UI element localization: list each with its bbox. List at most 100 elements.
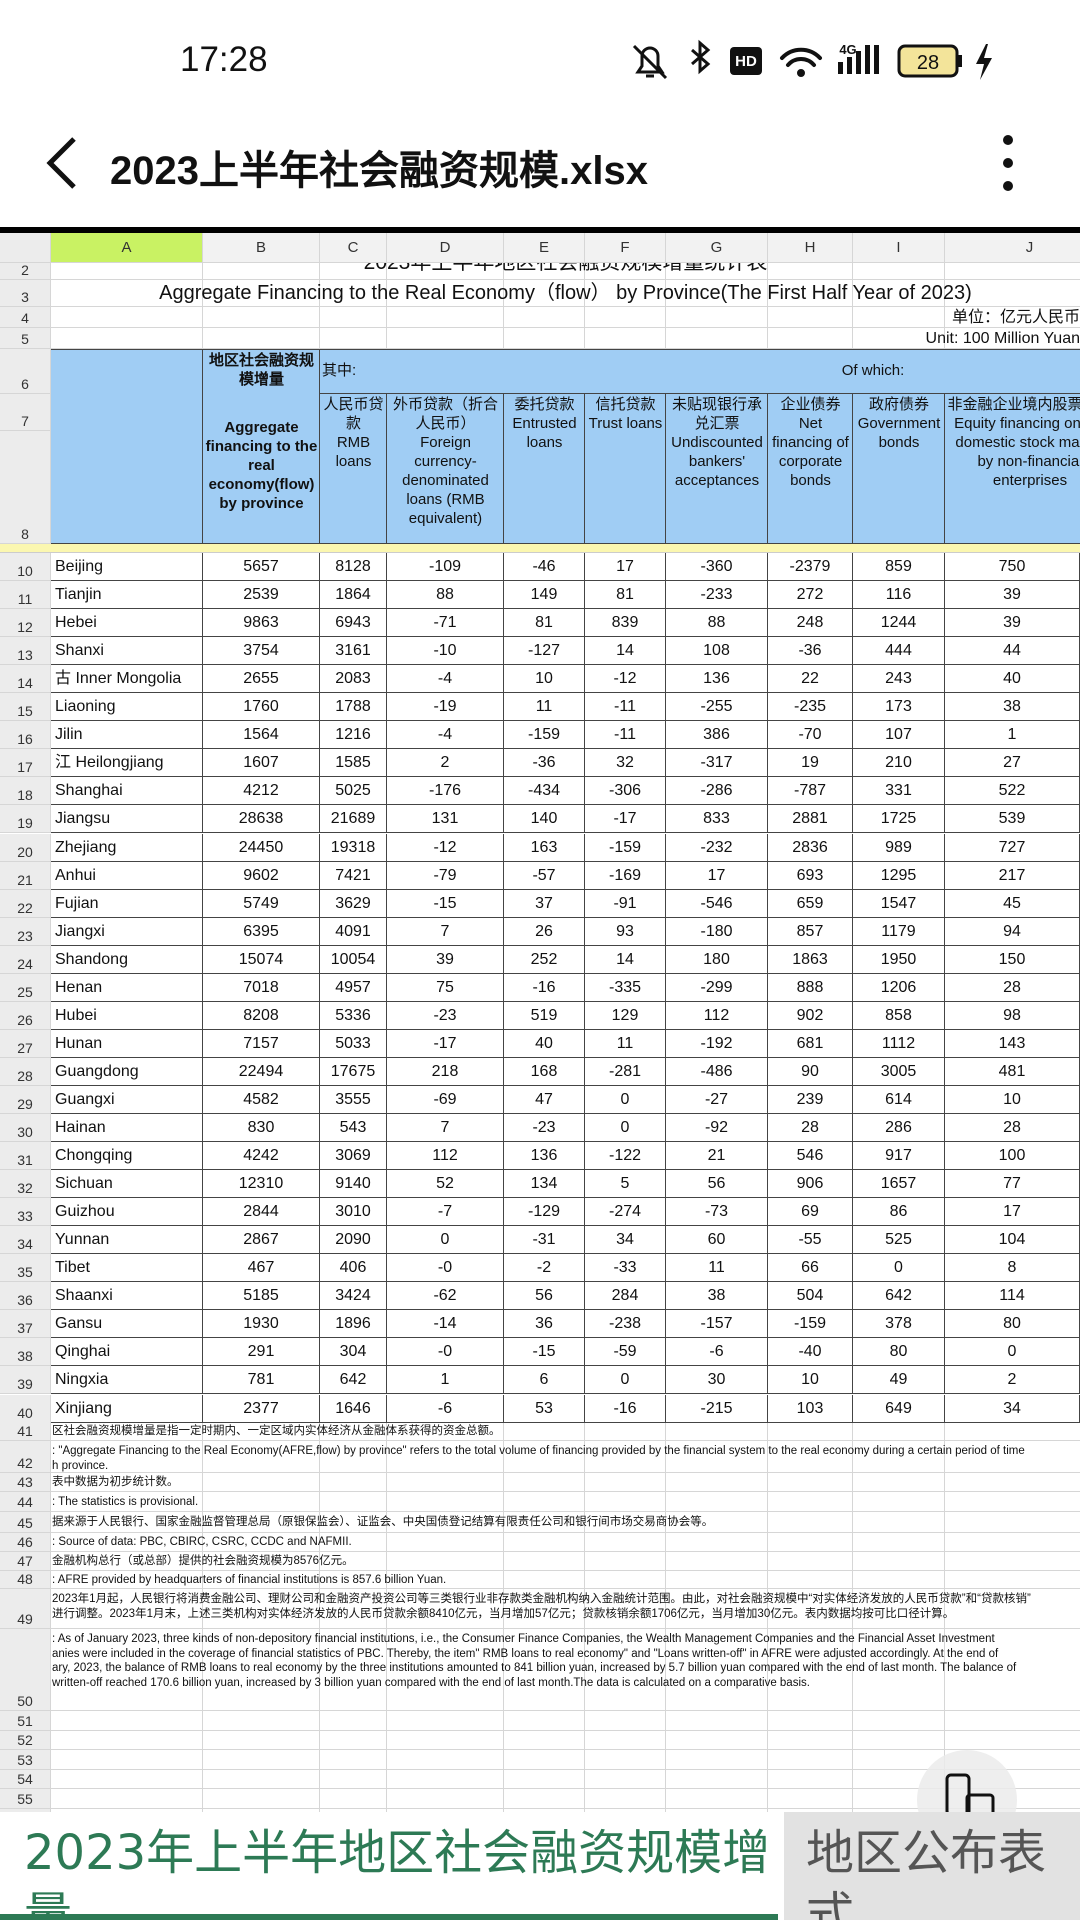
- value-cell: 3629: [320, 889, 387, 918]
- value-cell: 131: [387, 805, 504, 834]
- province-cell: Jiangxi: [51, 917, 203, 946]
- cell: [320, 1422, 387, 1441]
- value-cell: -55: [768, 1226, 853, 1255]
- value-cell: -91: [585, 889, 666, 918]
- value-cell: 1607: [203, 749, 320, 778]
- cell: [320, 1769, 387, 1790]
- cell: [387, 1769, 504, 1790]
- value-cell: 1216: [320, 721, 387, 750]
- cell: [504, 1750, 585, 1770]
- cell: [666, 1589, 768, 1629]
- value-cell: 21689: [320, 805, 387, 834]
- header-text: 信托贷款 Trust loans: [586, 395, 665, 543]
- value-cell: 989: [853, 833, 945, 862]
- cell: [945, 1711, 1080, 1731]
- value-cell: -40: [768, 1338, 853, 1367]
- cell: [768, 1422, 853, 1441]
- row-number: 15: [0, 693, 51, 722]
- cell: [203, 1533, 320, 1552]
- row-number: 50: [0, 1629, 51, 1711]
- value-cell: 3161: [320, 637, 387, 666]
- cell: [768, 1769, 853, 1790]
- cell: [320, 328, 387, 349]
- cell: [51, 1789, 203, 1809]
- value-cell: -23: [504, 1114, 585, 1143]
- row-number: 51: [0, 1711, 51, 1731]
- value-cell: 252: [504, 945, 585, 974]
- value-cell: -16: [504, 973, 585, 1002]
- cell: [51, 1629, 203, 1711]
- value-cell: 1206: [853, 973, 945, 1002]
- value-cell: -6: [666, 1338, 768, 1367]
- value-cell: -23: [387, 1001, 504, 1030]
- row-number: 26: [0, 1001, 51, 1030]
- value-cell: 519: [504, 1001, 585, 1030]
- cell: [666, 1441, 768, 1473]
- value-cell: 4582: [203, 1085, 320, 1114]
- more-menu[interactable]: [1003, 135, 1013, 191]
- value-cell: 75: [387, 973, 504, 1002]
- note-line: ary, 2023, the balance of RMB loans to r…: [52, 1662, 1017, 1674]
- value-cell: 0: [387, 1226, 504, 1255]
- network-label: 4G: [839, 42, 856, 57]
- province-cell: Guangxi: [51, 1085, 203, 1114]
- province-cell: Sichuan: [51, 1170, 203, 1199]
- cell: [203, 1769, 320, 1790]
- cell: [504, 280, 585, 307]
- value-cell: 2377: [203, 1394, 320, 1423]
- value-cell: 112: [387, 1142, 504, 1171]
- cell: [320, 307, 387, 328]
- sheet-tab[interactable]: 地区公布表式: [784, 1812, 1080, 1920]
- cell: [504, 1730, 585, 1751]
- cell: [51, 1422, 203, 1441]
- cell: [945, 1571, 1080, 1589]
- cell: [504, 1589, 585, 1629]
- cell: [853, 1629, 945, 1711]
- cell: [51, 1571, 203, 1589]
- value-cell: -57: [504, 861, 585, 890]
- spreadsheet[interactable]: A B C D E F G H I J 2 3 4 5 6 7 8 10 11 12 13 14 15 16 17 18 19 20 2…: [0, 0, 1080, 1812]
- cell: [585, 263, 666, 280]
- value-cell: -335: [585, 973, 666, 1002]
- note-line: 区社会融资规模增量是指一定时期内、一定区域内实体经济从金融体系获得的资金总额。: [52, 1425, 501, 1437]
- value-cell: -73: [666, 1198, 768, 1227]
- value-cell: 906: [768, 1170, 853, 1199]
- value-cell: 378: [853, 1310, 945, 1339]
- value-cell: 4242: [203, 1142, 320, 1171]
- value-cell: 26: [504, 917, 585, 946]
- value-cell: 39: [387, 945, 504, 974]
- value-cell: -317: [666, 749, 768, 778]
- value-cell: -159: [504, 721, 585, 750]
- province-cell: Guizhou: [51, 1198, 203, 1227]
- note-line: 据来源于人民银行、国家金融监督管理总局（原银保监会）、证监会、中央国债登记结算有…: [52, 1516, 714, 1528]
- cell: [51, 263, 203, 280]
- row-number: 44: [0, 1492, 51, 1512]
- value-cell: 1950: [853, 945, 945, 974]
- province-cell: Anhui: [51, 861, 203, 890]
- value-cell: 14: [585, 637, 666, 666]
- cell: [51, 328, 203, 349]
- province-cell: Qinghai: [51, 1338, 203, 1367]
- value-cell: 1295: [853, 861, 945, 890]
- row-number: 11: [0, 581, 51, 610]
- value-cell: 750: [945, 553, 1080, 582]
- value-cell: 69: [768, 1198, 853, 1227]
- header-cell: [585, 394, 666, 544]
- cell: [768, 328, 853, 349]
- battery-level: 28: [917, 52, 939, 74]
- sheet-tab[interactable]: 2023年上半年地区社会融资规模增量: [0, 1812, 778, 1920]
- cell: [585, 1512, 666, 1533]
- row-number: 48: [0, 1571, 51, 1589]
- value-cell: 406: [320, 1254, 387, 1283]
- value-cell: 28: [945, 1114, 1080, 1143]
- cell: [51, 1441, 203, 1473]
- cell: [768, 1589, 853, 1629]
- value-cell: 149: [504, 581, 585, 610]
- value-cell: 30: [666, 1366, 768, 1395]
- value-cell: 2090: [320, 1226, 387, 1255]
- back-button[interactable]: [46, 137, 76, 189]
- value-cell: -299: [666, 973, 768, 1002]
- cell: [320, 1441, 387, 1473]
- sheet-subtitle: Aggregate Financing to the Real Economy（…: [159, 282, 972, 304]
- value-cell: 38: [945, 693, 1080, 722]
